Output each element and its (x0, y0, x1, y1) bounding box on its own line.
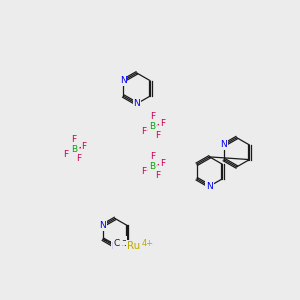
Text: F: F (141, 128, 146, 136)
Text: C: C (114, 239, 120, 248)
Text: F: F (155, 131, 160, 140)
Text: F: F (150, 112, 155, 122)
Text: Ru: Ru (127, 241, 140, 251)
Text: F: F (160, 159, 165, 168)
Text: −: − (121, 236, 127, 245)
Text: F: F (76, 154, 82, 163)
Text: F: F (155, 171, 160, 180)
Text: N: N (206, 182, 213, 191)
Text: F: F (71, 135, 76, 144)
Text: N: N (100, 221, 106, 230)
Text: F: F (160, 119, 165, 128)
Text: N: N (112, 242, 118, 251)
Text: B: B (149, 122, 155, 131)
Text: N: N (133, 99, 140, 108)
Text: F: F (141, 167, 146, 176)
Text: F: F (150, 152, 155, 161)
Text: N: N (220, 140, 227, 149)
Text: 4+: 4+ (142, 238, 154, 247)
Text: B: B (149, 162, 155, 171)
Text: B: B (71, 146, 77, 154)
Text: F: F (63, 151, 68, 160)
Text: F: F (81, 142, 87, 151)
Text: N: N (120, 76, 127, 85)
